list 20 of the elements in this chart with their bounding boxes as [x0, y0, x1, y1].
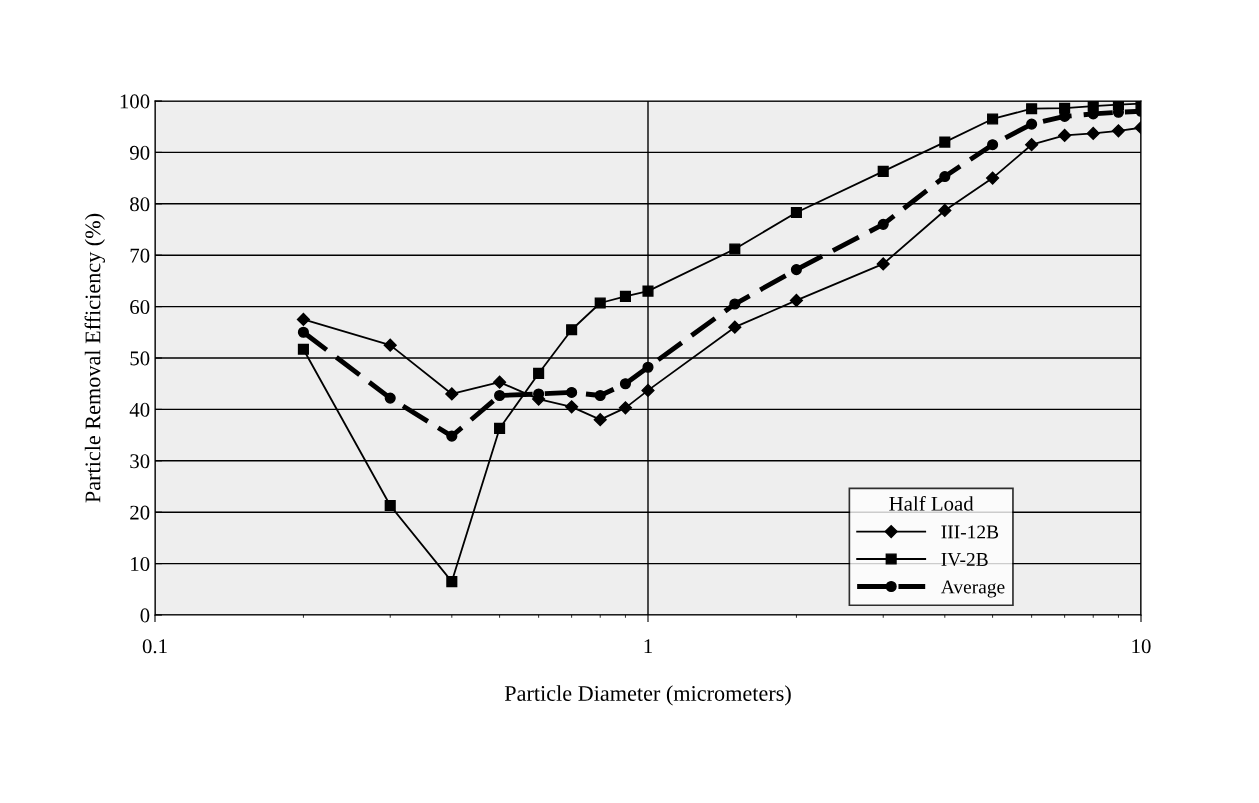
y-tick-label: 70 [130, 248, 150, 263]
x-tick-label: 1 [644, 639, 652, 654]
y-tick-label: 20 [130, 505, 150, 520]
x-tick-label: 10 [1132, 639, 1151, 654]
y-tick-label: 100 [120, 94, 150, 109]
x-axis-title: Particle Diameter (micrometers) [504, 685, 791, 706]
y-tick-label: 0 [140, 608, 150, 623]
legend-label: Average [940, 580, 1005, 598]
y-tick-label: 30 [130, 454, 150, 469]
y-axis-title: Particle Removal Efficiency (%) [84, 213, 105, 503]
legend-label: III-12B [941, 525, 999, 539]
legend-label: IV-2B [941, 552, 988, 567]
y-tick-label: 40 [129, 402, 150, 417]
y-tick-label: 90 [129, 145, 150, 160]
y-tick-label: 80 [130, 197, 150, 212]
y-tick-label: 50 [130, 351, 150, 366]
x-tick-label: 0.1 [142, 639, 167, 654]
y-tick-label: 60 [130, 299, 150, 315]
y-tick-label: 10 [131, 556, 150, 572]
legend-title: Half Load [889, 495, 974, 511]
